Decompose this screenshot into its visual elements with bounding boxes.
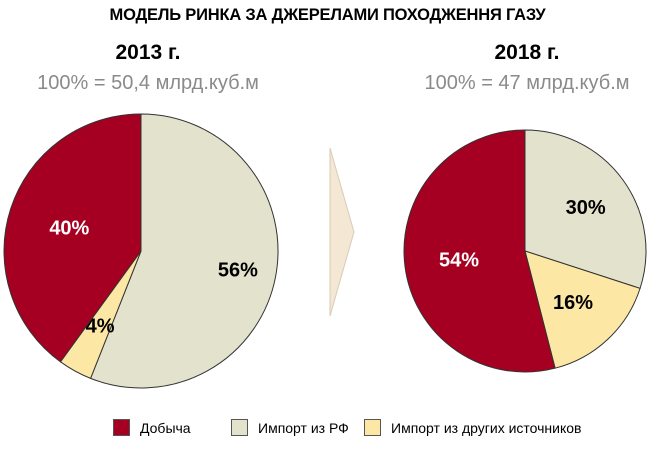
data-label-2013-import-rf: 56%	[218, 259, 258, 281]
legend: Добыча Импорт из РФ Импорт из других ист…	[0, 419, 655, 443]
pie-2013: 56% 4% 40%	[3, 113, 279, 389]
pie-2013-title: 2013 г.	[115, 41, 181, 64]
data-label-2018-import-rf: 30%	[566, 197, 606, 219]
legend-swatch-production	[113, 419, 130, 436]
slice-2013-production	[3, 113, 142, 363]
pie-2018-subtitle: 100% = 47 млрд.куб.м	[424, 72, 630, 94]
slice-2018-import-rf	[524, 129, 647, 290]
legend-swatch-import-rf	[231, 419, 248, 436]
pie-2013-subtitle: 100% = 50,4 млрд.куб.м	[37, 72, 259, 94]
data-label-2013-import-other: 4%	[86, 315, 115, 337]
data-label-2018-import-other: 16%	[553, 292, 593, 314]
legend-swatch-import-other	[364, 419, 381, 436]
slice-2018-production	[403, 129, 556, 373]
legend-label-production: Добыча	[140, 419, 191, 436]
legend-item-import-other: Импорт из других источников	[364, 419, 581, 436]
transition-arrow	[329, 147, 355, 317]
legend-label-import-other: Импорт из других источников	[391, 419, 582, 436]
pie-2018-title: 2018 г.	[494, 41, 560, 64]
data-label-2018-production: 54%	[439, 249, 479, 271]
pie-2018: 30% 16% 54%	[403, 129, 647, 373]
slice-2013-import-rf	[89, 113, 279, 389]
slice-2018-import-other	[524, 250, 641, 369]
legend-item-import-rf: Импорт из РФ	[231, 419, 349, 436]
chart-title: МОДЕЛЬ РИНКА ЗА ДЖЕРЕЛАМИ ПОХОДЖЕННЯ ГАЗ…	[109, 6, 546, 24]
legend-item-production: Добыча	[113, 419, 191, 436]
legend-label-import-rf: Импорт из РФ	[258, 419, 349, 436]
data-label-2013-production: 40%	[49, 218, 89, 240]
